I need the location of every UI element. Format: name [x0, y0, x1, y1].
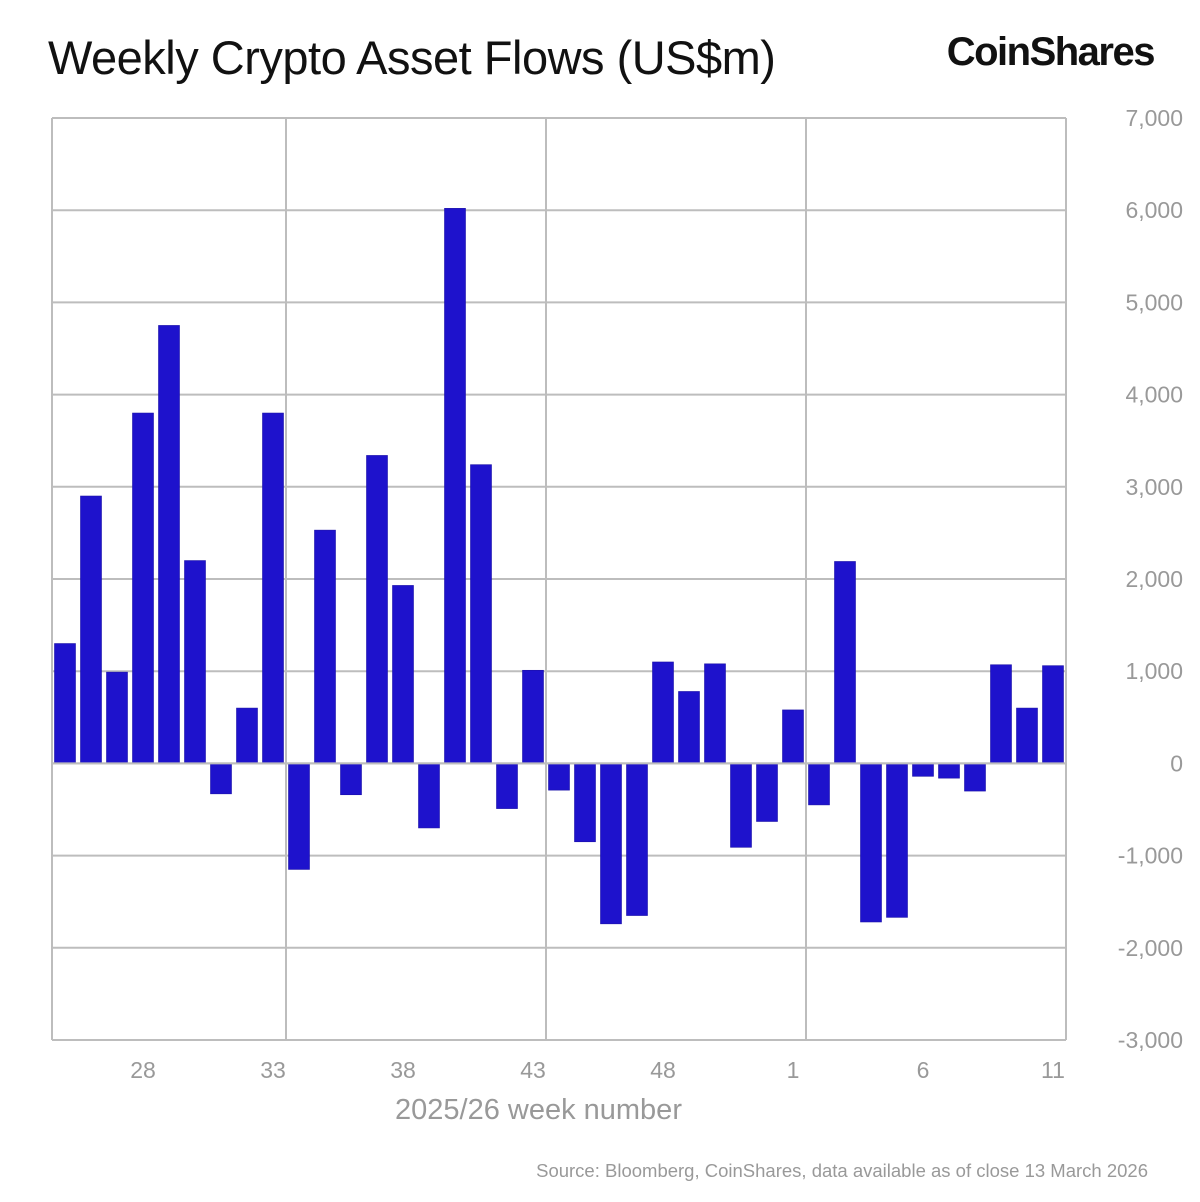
bar-week-49: [678, 691, 700, 764]
x-tick-label: 38: [390, 1057, 416, 1083]
y-tick-label: -3,000: [1118, 1027, 1183, 1053]
bar-week-36: [340, 763, 362, 796]
y-tick-label: 2,000: [1125, 566, 1183, 592]
y-tick-label: 6,000: [1125, 197, 1183, 223]
x-tick-label: 43: [520, 1057, 546, 1083]
bar-week-48: [652, 661, 674, 764]
y-tick-label: 3,000: [1125, 474, 1183, 500]
bar-week-34: [288, 763, 310, 870]
y-tick-label: 0: [1170, 750, 1183, 776]
bar-week-2: [808, 763, 830, 806]
bar-week-43: [522, 669, 544, 764]
bar-week-47: [626, 763, 648, 916]
chart-title: Weekly Crypto Asset Flows (US$m): [48, 31, 776, 84]
coinshares-logo: CoinShares: [946, 30, 1156, 74]
bar-week-32: [236, 707, 258, 764]
x-tick-label: 6: [917, 1057, 930, 1083]
bar-week-3: [834, 561, 856, 764]
x-tick-label: 48: [650, 1057, 676, 1083]
bar-week-38: [392, 585, 414, 764]
bar-week-26: [80, 495, 102, 764]
bar-week-42: [496, 763, 518, 809]
bar-week-1: [782, 709, 804, 764]
bar-week-45: [574, 763, 596, 843]
bar-week-29: [158, 325, 180, 764]
bar-week-33: [262, 412, 284, 764]
bar-week-8: [964, 763, 986, 792]
x-tick-label: 28: [130, 1057, 156, 1083]
bar-week-9: [990, 664, 1012, 764]
bar-week-7: [938, 763, 960, 779]
bar-week-46: [600, 763, 622, 925]
bar-week-28: [132, 412, 154, 764]
bar-week-50: [704, 663, 726, 764]
x-tick-label: 33: [260, 1057, 286, 1083]
bar-week-25: [54, 643, 76, 764]
x-tick-label: 1: [787, 1057, 800, 1083]
bar-week-31: [210, 763, 232, 795]
bar-week-11: [1042, 665, 1064, 764]
bar-week-4: [860, 763, 882, 923]
bar-week-27: [106, 671, 128, 764]
y-tick-label: 1,000: [1125, 658, 1183, 684]
bar-week-39: [418, 763, 440, 829]
bar-week-41: [470, 464, 492, 764]
bar-week-37: [366, 455, 388, 764]
bar-week-6: [912, 763, 934, 777]
bar-week-10: [1016, 707, 1038, 764]
y-tick-label: -1,000: [1118, 843, 1183, 869]
bar-week-35: [314, 529, 336, 764]
source-note: Source: Bloomberg, CoinShares, data avai…: [536, 1160, 1148, 1181]
bar-week-40: [444, 208, 466, 764]
x-axis-label: 2025/26 week number: [395, 1094, 682, 1126]
y-tick-label: 4,000: [1125, 382, 1183, 408]
y-tick-label: 5,000: [1125, 289, 1183, 315]
bar-week-51: [730, 763, 752, 848]
bar-week-52: [756, 763, 778, 822]
bar-week-44: [548, 763, 570, 791]
bar-week-5: [886, 763, 908, 918]
y-tick-label: -2,000: [1118, 935, 1183, 961]
y-tick-label: 7,000: [1125, 105, 1183, 131]
bar-week-30: [184, 560, 206, 764]
x-tick-label: 11: [1041, 1057, 1065, 1083]
